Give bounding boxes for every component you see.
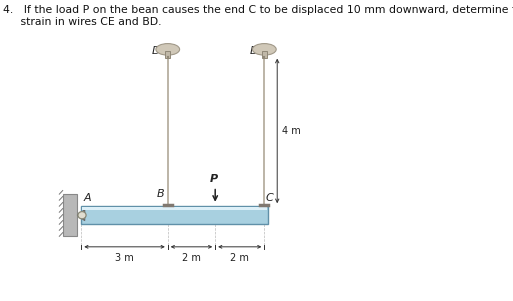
Text: A: A <box>84 193 91 203</box>
Text: 2 m: 2 m <box>230 253 249 263</box>
Text: D: D <box>152 46 160 56</box>
FancyBboxPatch shape <box>82 206 268 224</box>
Text: strain in wires CE and BD.: strain in wires CE and BD. <box>3 17 161 26</box>
FancyBboxPatch shape <box>262 51 267 58</box>
Text: B: B <box>156 189 164 199</box>
Text: 2 m: 2 m <box>182 253 201 263</box>
FancyBboxPatch shape <box>63 194 77 236</box>
FancyBboxPatch shape <box>165 51 170 58</box>
Text: 3 m: 3 m <box>115 253 134 263</box>
Ellipse shape <box>156 44 180 55</box>
FancyBboxPatch shape <box>82 207 267 210</box>
Text: E: E <box>250 46 257 56</box>
Circle shape <box>78 212 86 219</box>
Text: P: P <box>209 174 218 184</box>
Polygon shape <box>77 210 85 221</box>
Text: 4 m: 4 m <box>282 126 301 136</box>
Ellipse shape <box>252 44 276 55</box>
Text: C: C <box>266 193 273 203</box>
Text: 4.   If the load P on the bean causes the end C to be displaced 10 mm downward, : 4. If the load P on the bean causes the … <box>3 5 513 14</box>
